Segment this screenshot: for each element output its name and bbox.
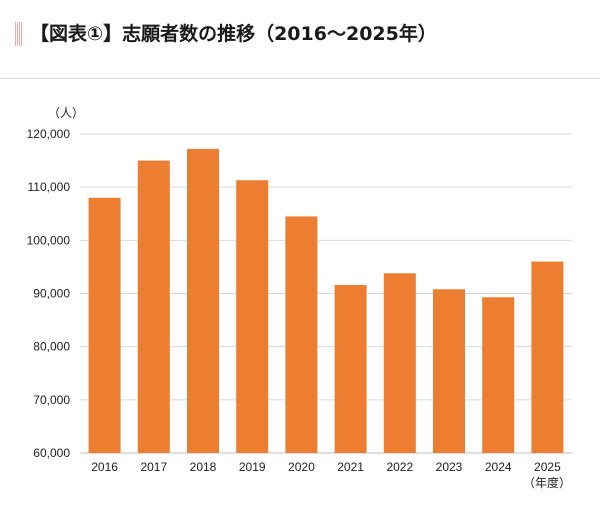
x-tick-label: 2025 (534, 460, 561, 474)
x-tick-label: 2024 (485, 460, 512, 474)
bar-2018 (187, 148, 219, 453)
y-tick-label: 60,000 (33, 446, 70, 460)
bar-2023 (433, 289, 465, 453)
y-tick-label: 80,000 (33, 340, 70, 354)
x-tick-label: 2019 (239, 460, 266, 474)
x-tick-label: 2016 (91, 460, 118, 474)
bar-2022 (383, 273, 416, 453)
x-tick-label: 2021 (337, 460, 364, 474)
y-tick-label: 70,000 (33, 393, 70, 407)
y-tick-label: 100,000 (27, 233, 71, 247)
x-tick-label: 2018 (190, 460, 217, 474)
x-tick-label: 2023 (436, 460, 463, 474)
bar-2025 (531, 261, 564, 453)
y-tick-labels: 60,000 70,000 80,000 90,000 100,000 110,000 12… (27, 127, 71, 460)
bar-2019 (236, 180, 269, 453)
x-tick-label: 2022 (386, 460, 413, 474)
y-tick-label: 110,000 (28, 180, 71, 194)
bar-2016 (88, 197, 121, 453)
bars (88, 148, 564, 453)
x-tick-label: 2017 (140, 460, 167, 474)
heading-accent-bar (15, 22, 23, 46)
y-tick-label: 120,000 (27, 127, 71, 141)
bar-2017 (137, 160, 170, 453)
bar-2020 (285, 216, 318, 453)
bar-2024 (482, 297, 515, 453)
y-tick-label: 90,000 (33, 287, 70, 301)
x-tick-label: 2020 (288, 460, 315, 474)
x-axis-unit-label: （年度） (523, 475, 571, 490)
x-tick-labels: 2016 2017 2018 2019 2020 2021 2022 2023 2024 2025 (91, 460, 561, 474)
bar-2021 (334, 284, 367, 453)
y-axis-unit-label: （人） (48, 106, 84, 120)
chart-heading: 【図表①】志願者数の推移（2016〜2025年） (0, 0, 600, 79)
bar-chart: 60,000 70,000 80,000 90,000 100,000 110,000 12… (27, 106, 572, 490)
chart-title: 【図表①】志願者数の推移（2016〜2025年） (30, 23, 437, 45)
